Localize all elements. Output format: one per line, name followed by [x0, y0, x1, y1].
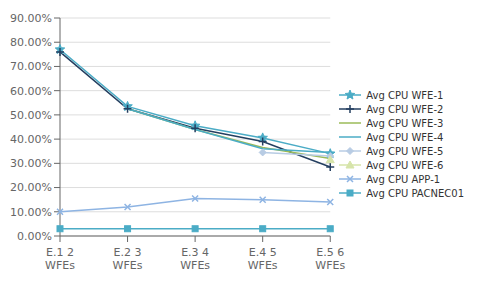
svg-text:80.00%: 80.00% — [10, 36, 52, 49]
svg-text:40.00%: 40.00% — [10, 133, 52, 146]
html-text:Avg CPU WFE-3: Avg CPU WFE-3 — [366, 117, 444, 129]
html-text:Avg CPU WFE-4: Avg CPU WFE-4 — [366, 131, 444, 143]
svg-text:E.4 5WFEs: E.4 5WFEs — [248, 246, 278, 272]
html-text:Avg CPU WFE-6: Avg CPU WFE-6 — [366, 159, 444, 171]
svg-text:20.00%: 20.00% — [10, 181, 52, 194]
svg-text:90.00%: 90.00% — [10, 12, 52, 25]
svg-text:50.00%: 50.00% — [10, 109, 52, 122]
html-text:Avg CPU WFE-1: Avg CPU WFE-1 — [366, 89, 444, 101]
svg-text:10.00%: 10.00% — [10, 206, 52, 219]
svg-text:0.00%: 0.00% — [17, 230, 52, 243]
html-text:Avg CPU PACNEC01: Avg CPU PACNEC01 — [366, 187, 464, 199]
html-text:Avg CPU WFE-2: Avg CPU WFE-2 — [366, 103, 444, 115]
html-text:Avg CPU WFE-5: Avg CPU WFE-5 — [366, 145, 444, 157]
svg-text:60.00%: 60.00% — [10, 85, 52, 98]
svg-text:E.2 3WFEs: E.2 3WFEs — [113, 246, 143, 272]
svg-text:70.00%: 70.00% — [10, 60, 52, 73]
svg-text:E.1 2WFEs: E.1 2WFEs — [45, 246, 75, 272]
svg-text:30.00%: 30.00% — [10, 157, 52, 170]
svg-text:E.5 6WFEs: E.5 6WFEs — [315, 246, 345, 272]
html-text:Avg CPU APP-1: Avg CPU APP-1 — [366, 173, 441, 185]
svg-text:E.3 4WFEs: E.3 4WFEs — [180, 246, 210, 272]
